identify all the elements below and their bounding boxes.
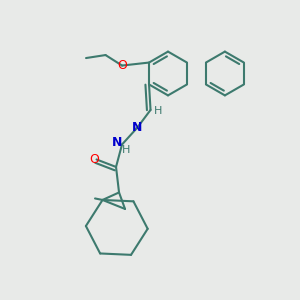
Text: H: H <box>154 106 162 116</box>
Text: O: O <box>117 59 127 72</box>
Text: H: H <box>122 146 131 155</box>
Text: N: N <box>132 122 142 134</box>
Text: O: O <box>89 153 99 166</box>
Text: N: N <box>112 136 122 149</box>
